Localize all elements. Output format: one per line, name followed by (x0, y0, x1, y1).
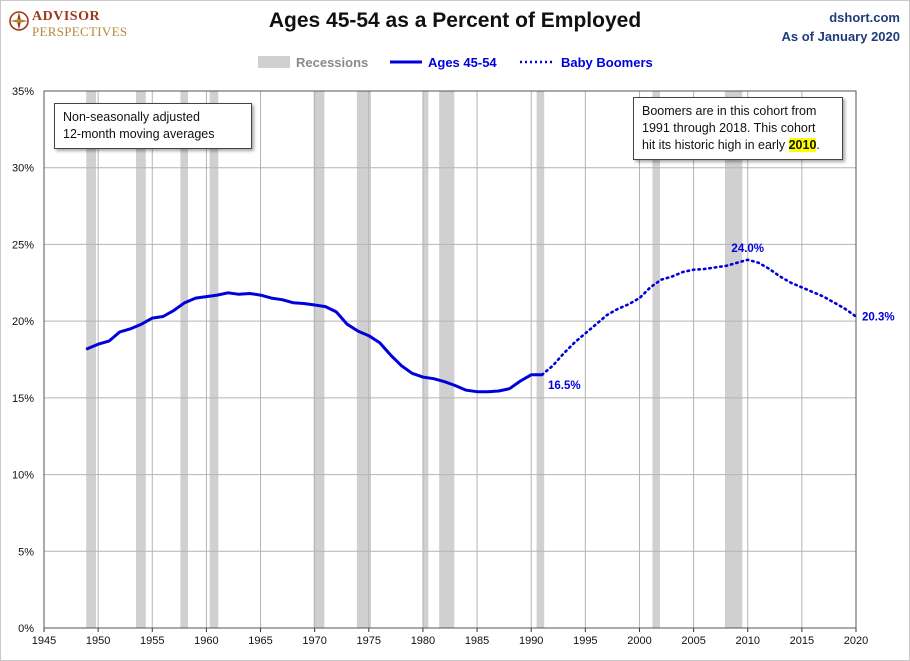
x-tick-label: 1975 (357, 635, 381, 647)
boomers-note: Boomers are in this cohort from 1991 thr… (633, 97, 843, 160)
recession-band (536, 91, 545, 628)
advisor-perspectives-logo: ADVISOR PERSPECTIVES (8, 8, 138, 40)
y-tick-label: 30% (12, 163, 34, 175)
recession-band (724, 91, 743, 628)
recession-band (313, 91, 325, 628)
x-tick-label: 1960 (194, 635, 218, 647)
recession-band (86, 91, 96, 628)
x-tick-label: 1985 (465, 635, 489, 647)
x-tick-label: 1965 (248, 635, 272, 647)
axes: 1945 1950 1955 1960 1965 1970 1975 1980 1985 1990… (12, 86, 868, 647)
y-tick-label: 20% (12, 316, 34, 328)
data-label: 16.5% (548, 380, 581, 392)
boomers-note-line2: 1991 through 2018. This cohort (642, 121, 816, 135)
x-tick-label: 2010 (735, 635, 759, 647)
y-tick-label: 35% (12, 86, 34, 98)
y-tick-label: 5% (18, 546, 34, 558)
legend-label-recessions: Recessions (296, 55, 368, 70)
plot-border (43, 90, 857, 629)
method-note-line1: Non-seasonally adjusted (63, 110, 200, 124)
data-label: 24.0% (731, 243, 764, 255)
x-tick-label: 1995 (573, 635, 597, 647)
source-date: As of January 2020 (781, 29, 900, 44)
recession-band (209, 91, 219, 628)
logo-text-advisor: ADVISOR (32, 9, 101, 24)
y-tick-label: 25% (12, 239, 34, 251)
data-label: 20.3% (862, 312, 895, 324)
x-tick-label: 2000 (627, 635, 651, 647)
x-tick-label: 1945 (32, 635, 56, 647)
method-note-line2: 12-month moving averages (63, 127, 215, 141)
x-tick-label: 1950 (86, 635, 110, 647)
data-labels: 16.5% 24.0% 20.3% (548, 243, 895, 392)
recession-band (652, 91, 661, 628)
x-tick-label: 1955 (140, 635, 164, 647)
x-tick-label: 2015 (790, 635, 814, 647)
boomers-note-highlight-year: 2010 (788, 138, 817, 152)
x-tick-label: 2020 (844, 635, 868, 647)
legend-label-baby-boomers: Baby Boomers (561, 55, 653, 70)
legend: Recessions Ages 45-54 Baby Boomers (258, 55, 653, 70)
data-series (85, 258, 858, 394)
boomers-note-line3-text: hit its historic high in early (642, 138, 789, 152)
ages-45-54-line (85, 291, 544, 394)
source-block: dshort.com As of January 2020 (781, 8, 900, 46)
x-tick-label: 1980 (411, 635, 435, 647)
y-tick-label: 0% (18, 623, 34, 635)
x-tick-label: 2005 (681, 635, 705, 647)
logo-text-perspectives: PERSPECTIVES (32, 24, 128, 39)
legend-recession-swatch (258, 56, 290, 68)
chart-title: Ages 45-54 as a Percent of Employed (268, 9, 642, 32)
method-note: Non-seasonally adjusted 12-month moving … (54, 103, 252, 149)
y-tick-label: 15% (12, 393, 34, 405)
boomers-note-line3: hit its historic high in early 2010. (642, 137, 834, 154)
recession-band (180, 91, 188, 628)
recession-band (136, 91, 146, 628)
recession-band (422, 91, 429, 628)
x-tick-label: 1970 (302, 635, 326, 647)
source-site: dshort.com (829, 10, 900, 25)
y-tick-label: 10% (12, 470, 34, 482)
compass-icon (9, 11, 29, 31)
recession-band (356, 91, 371, 628)
boomers-note-line1: Boomers are in this cohort from (642, 104, 817, 118)
recession-band (439, 91, 455, 628)
x-tick-label: 1990 (519, 635, 543, 647)
legend-label-ages-45-54: Ages 45-54 (428, 55, 497, 70)
baby-boomers-line (540, 258, 858, 377)
boomers-note-line3-end: . (816, 138, 820, 152)
recession-bands (86, 91, 743, 628)
